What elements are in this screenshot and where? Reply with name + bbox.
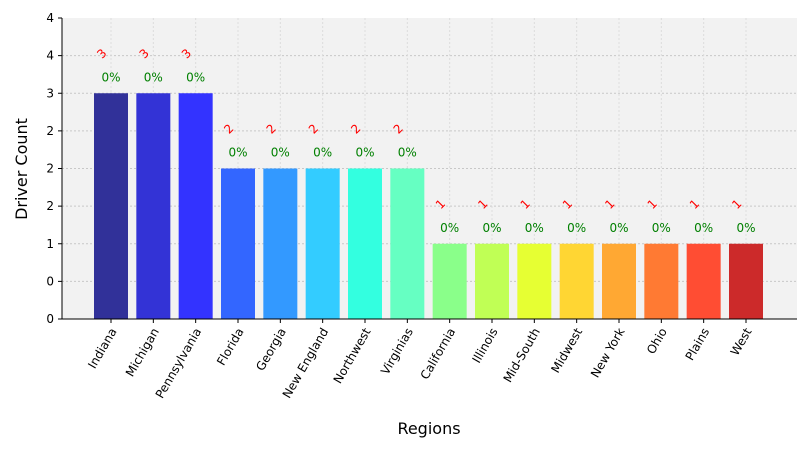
y-tick-label: 4 [46,11,54,25]
x-tick-label: Indiana [85,326,119,371]
bar-michigan [136,93,171,319]
y-tick-label: 2 [46,199,54,213]
y-tick-label: 2 [46,124,54,138]
x-tick-label: New York [588,325,628,380]
x-tick-label: Mid-South [501,326,543,385]
bar-virginias [390,168,425,319]
bar-plains [686,243,721,319]
y-axis-title: Driver Count [12,118,31,220]
bar-mid-south [517,243,552,319]
x-tick-label: Virginias [378,326,416,378]
percent-label: 0% [228,146,247,160]
x-tick-label: Illinois [469,326,500,366]
percent-label: 0% [609,221,628,235]
percent-label: 0% [355,146,374,160]
x-tick-label: Michigan [123,326,162,380]
percent-label: 0% [313,146,332,160]
percent-label: 0% [271,146,290,160]
percent-label: 0% [398,146,417,160]
bar-midwest [559,243,594,319]
x-tick-label: Midwest [548,325,585,375]
percent-label: 0% [652,221,671,235]
percent-label: 0% [694,221,713,235]
bar-california [432,243,467,319]
percent-label: 0% [440,221,459,235]
y-axis-ticks: 0 0 1 2 2 2 3 4 4 [46,11,62,326]
percent-label: 0% [186,70,205,84]
x-tick-label: Florida [214,326,247,368]
percent-label: 0% [482,221,501,235]
y-tick-label: 0 [46,274,54,288]
percent-label: 0% [144,70,163,84]
y-tick-label: 1 [46,237,54,251]
y-tick-label: 2 [46,162,54,176]
x-tick-label: New England [280,326,331,401]
bar-florida [221,168,255,319]
bar-indiana [94,93,128,319]
bar-georgia [263,168,298,319]
bar-northwest [348,168,382,319]
x-tick-label: Plains [683,326,713,363]
bar-new-york [602,243,636,319]
y-tick-label: 3 [46,86,54,100]
bars [94,93,763,319]
percent-label: 0% [101,70,120,84]
y-tick-label: 0 [46,312,54,326]
bar-labels: 0%30%30%30%20%20%20%20%20%10%10%10%10%10… [94,46,755,235]
x-tick-label: Pennsylvania [153,326,205,401]
x-tick-label: Northwest [331,325,374,386]
x-tick-label: Ohio [644,326,670,357]
bar-pennsylvania [178,93,213,319]
y-tick-label: 4 [46,49,54,63]
percent-label: 0% [525,221,544,235]
x-axis-title: Regions [397,419,460,438]
percent-label: 0% [736,221,755,235]
x-tick-label: California [418,325,459,381]
bar-new-england [305,168,340,319]
x-tick-label: Georgia [253,326,289,374]
bar-ohio [644,243,679,319]
bar-west [729,243,763,319]
bar-illinois [475,243,509,319]
x-tick-label: West [728,325,755,358]
percent-label: 0% [567,221,586,235]
